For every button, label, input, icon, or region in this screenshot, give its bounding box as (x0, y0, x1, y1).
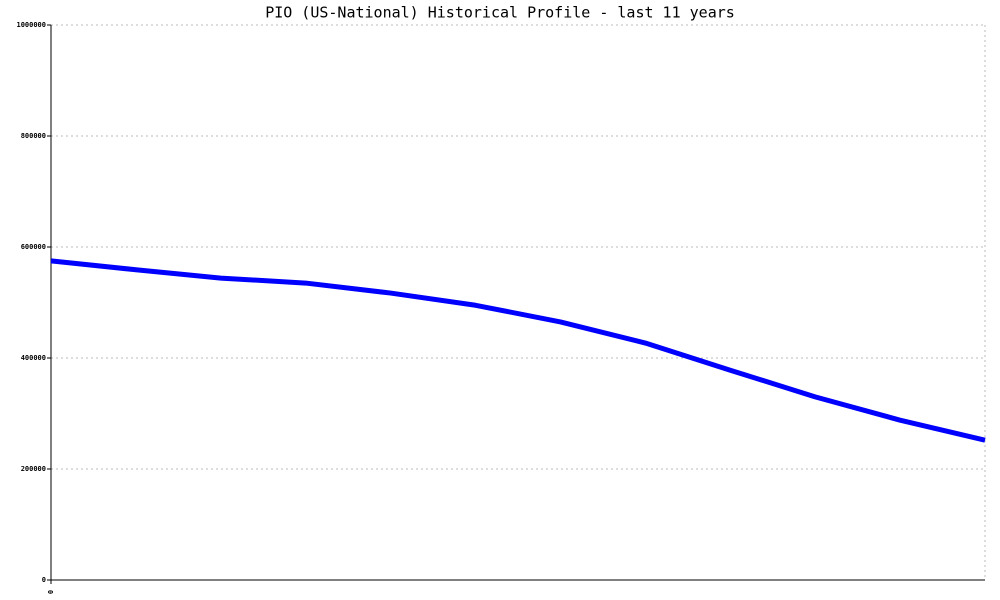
y-tick-label: 400000 (21, 354, 46, 362)
y-tick-label: 1000000 (16, 21, 46, 29)
y-tick-label: 600000 (21, 243, 46, 251)
data-line (50, 258, 986, 443)
y-tick-label: 0 (42, 576, 46, 584)
y-tick-label: 200000 (21, 465, 46, 473)
chart-title: PIO (US-National) Historical Profile - l… (265, 4, 735, 22)
y-tick-label: 800000 (21, 132, 46, 140)
x-tick-label: 0 (47, 590, 55, 594)
